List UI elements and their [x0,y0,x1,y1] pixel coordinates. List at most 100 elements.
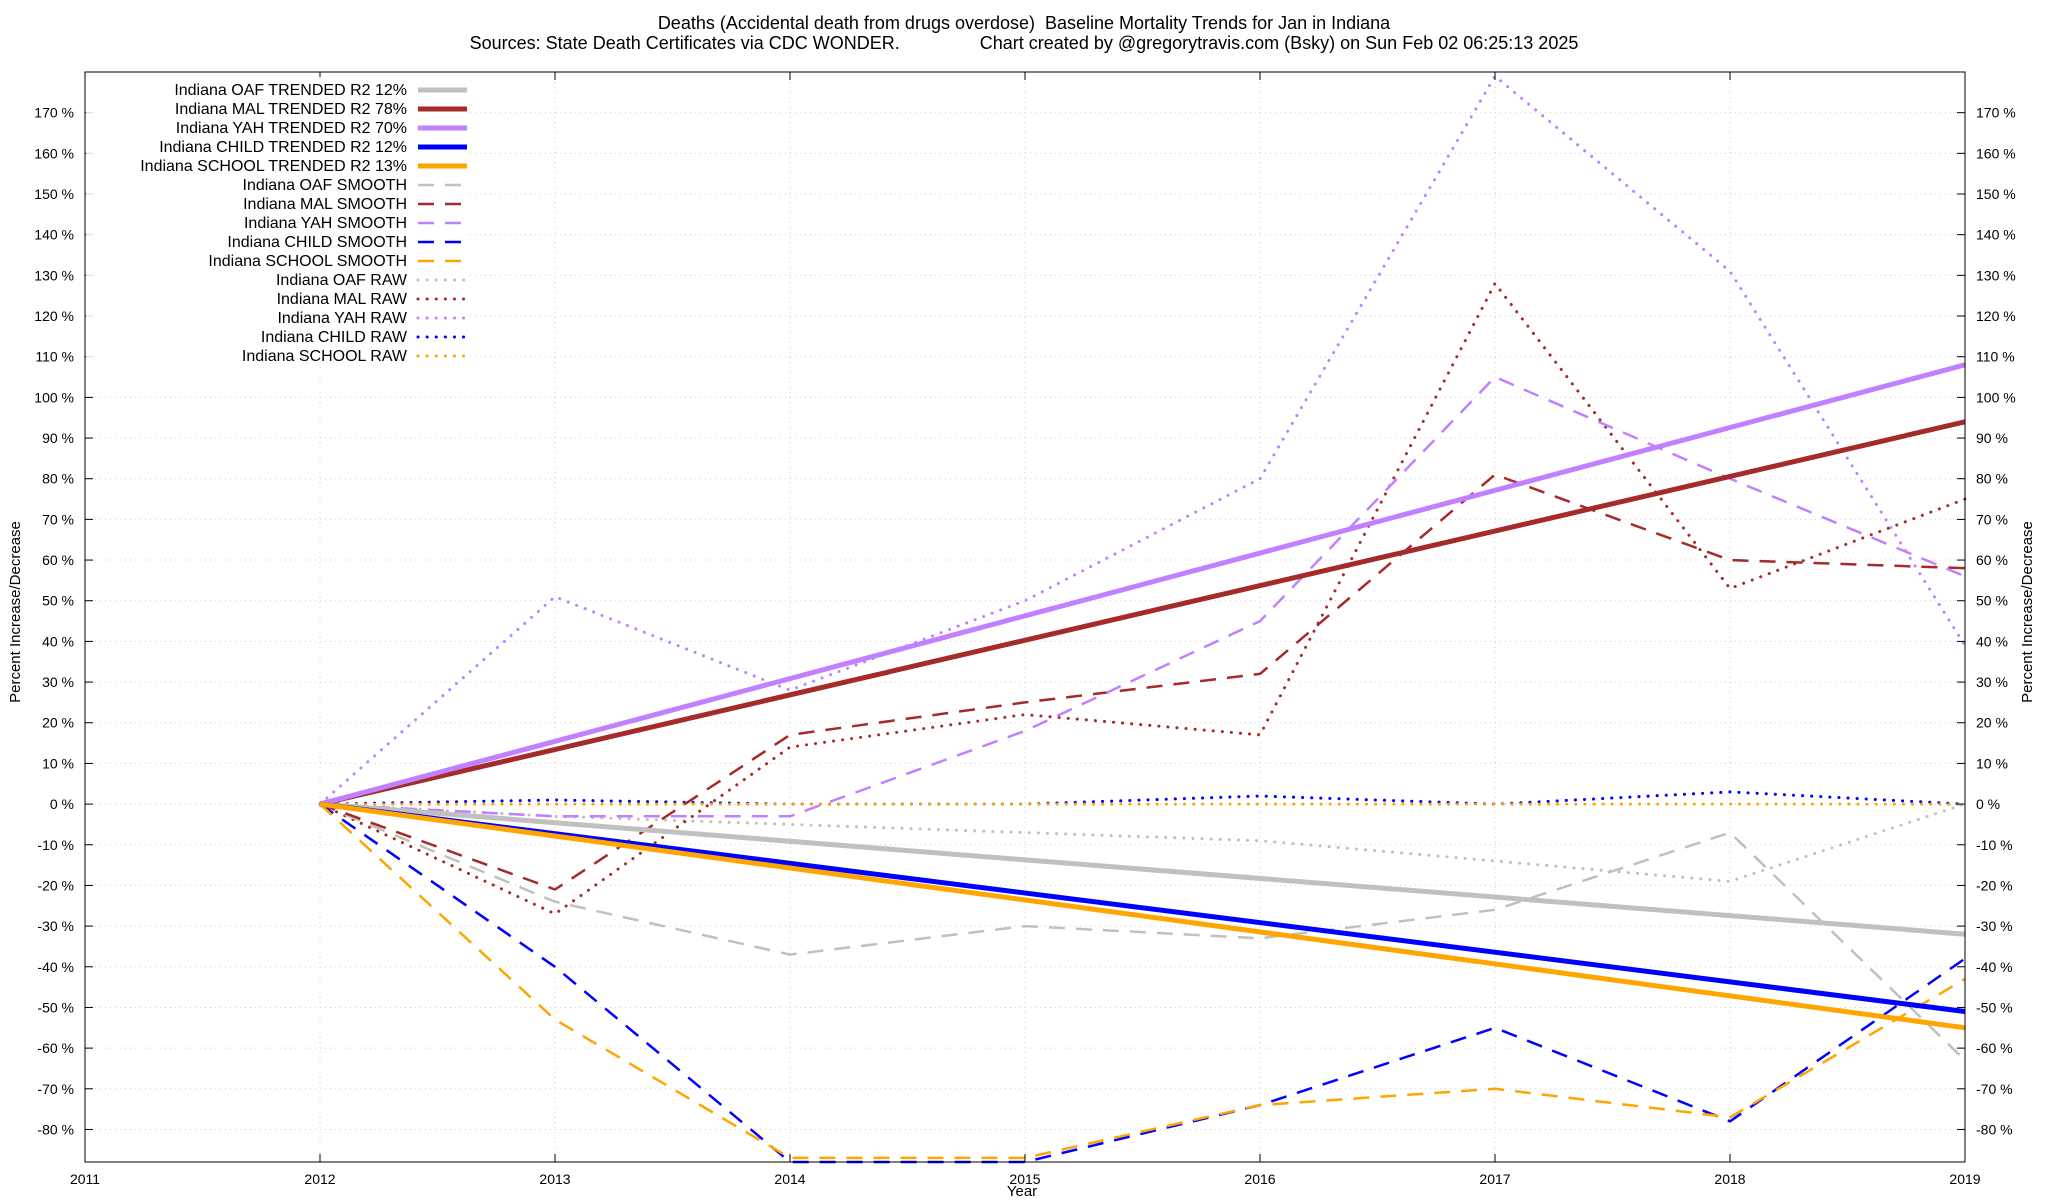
y2-axis-label: Percent Increase/Decrease [2019,521,2036,703]
legend-label: Indiana CHILD RAW [261,329,408,346]
chart-title: Deaths (Accidental death from drugs over… [657,13,1391,33]
y2-tick-label: 60 % [1976,552,2008,568]
series-line-indiana-school-smooth [319,803,1966,1160]
y2-tick-label: 40 % [1976,633,2008,649]
y-tick-label: 20 % [42,715,74,731]
y-tick-label: 110 % [35,349,74,365]
y-tick-label: 90 % [42,430,74,446]
y-tick-label: 10 % [42,755,74,771]
legend-label: Indiana OAF TRENDED R2 12% [174,82,407,99]
y2-tick-label: 30 % [1976,674,2008,690]
y2-tick-label: -60 % [1976,1040,2013,1056]
y-tick-label: -40 % [37,959,74,975]
series-line-indiana-yah-trended-r2-70 [319,362,1966,807]
x-tick-label: 2016 [1244,1171,1275,1187]
legend-label: Indiana YAH RAW [277,310,407,327]
legend-background [86,77,470,366]
y-tick-label: 50 % [42,593,74,609]
legend-label: Indiana CHILD SMOOTH [227,234,407,251]
legend-label: Indiana SCHOOL TRENDED R2 13% [140,158,407,175]
y-tick-label: 100 % [34,389,74,405]
y2-tick-label: -80 % [1976,1121,2013,1137]
series-line-indiana-child-trended-r2-12 [319,801,1966,1014]
y2-tick-label: 120 % [1976,308,2016,324]
x-tick-label: 2019 [1949,1171,1980,1187]
x-tick-label: 2012 [304,1171,335,1187]
series-line-indiana-child-raw [318,790,1967,806]
y-tick-label: 0 % [50,796,74,812]
series-line-indiana-school-trended-r2-13 [319,801,1966,1031]
y-tick-label: 70 % [42,511,74,527]
x-tick-label: 2013 [539,1171,570,1187]
series-line-indiana-child-smooth [319,803,1966,1164]
series-line-indiana-mal-trended-r2-78 [319,419,1966,807]
series-line-indiana-oaf-trended-r2-12 [319,801,1966,937]
y2-tick-label: -40 % [1976,959,2013,975]
y2-tick-label: 80 % [1976,471,2008,487]
plot-series [318,74,1967,1164]
y2-tick-label: 0 % [1976,796,2000,812]
y-tick-label: -30 % [37,918,74,934]
y2-tick-label: 150 % [1976,186,2016,202]
y2-tick-label: 70 % [1976,511,2008,527]
legend-label: Indiana SCHOOL RAW [242,348,408,365]
y-tick-label: -70 % [37,1081,74,1097]
y-tick-label: 30 % [42,674,74,690]
y-tick-label: -50 % [37,999,74,1015]
y-tick-label: 120 % [34,308,74,324]
y2-tick-label: 20 % [1976,715,2008,731]
x-axis-label: Year [1007,1183,1037,1200]
legend-label: Indiana SCHOOL SMOOTH [208,253,407,270]
y2-tick-label: -20 % [1976,877,2013,893]
y-axis-label: Percent Increase/Decrease [7,521,24,703]
series-line-indiana-oaf-smooth [319,802,1966,1062]
y2-tick-label: 160 % [1976,145,2016,161]
y-tick-label: 60 % [42,552,74,568]
series-line-indiana-oaf-raw [318,802,1967,883]
x-tick-label: 2017 [1479,1171,1510,1187]
x-tick-label: 2018 [1714,1171,1745,1187]
legend: Indiana OAF TRENDED R2 12% Indiana MAL TR… [86,77,470,366]
y2-tick-label: 10 % [1976,755,2008,771]
legend-label: Indiana YAH TRENDED R2 70% [176,120,407,137]
legend-label: Indiana MAL TRENDED R2 78% [175,101,407,118]
y2-tick-label: 130 % [1976,267,2016,283]
y2-tick-label: 90 % [1976,430,2008,446]
y-tick-label: 170 % [34,105,74,121]
y2-tick-label: -30 % [1976,918,2013,934]
y2-tick-label: 170 % [1976,105,2016,121]
series-line-indiana-mal-raw [318,282,1967,916]
y-tick-label: 150 % [34,186,74,202]
legend-label: Indiana MAL RAW [277,291,408,308]
y-tick-label: -10 % [37,837,74,853]
y-tick-label: 160 % [34,145,74,161]
y2-tick-label: 50 % [1976,593,2008,609]
y-tick-label: 40 % [42,633,74,649]
legend-label: Indiana OAF SMOOTH [243,177,408,194]
y-tick-label: 130 % [34,267,74,283]
y-tick-label: 140 % [34,227,74,243]
y-tick-label: 80 % [42,471,74,487]
legend-label: Indiana YAH SMOOTH [244,215,407,232]
chart-subtitle: Sources: State Death Certificates via CD… [469,33,1579,53]
x-tick-label: 2011 [70,1171,100,1187]
x-tick-label: 2015 [1009,1171,1040,1187]
y2-tick-label: -50 % [1976,999,2013,1015]
y2-tick-label: -70 % [1976,1081,2013,1097]
series-line-indiana-mal-smooth [319,473,1966,891]
x-tick-label: 2014 [774,1171,805,1187]
y2-tick-label: -10 % [1976,837,2013,853]
legend-label: Indiana OAF RAW [276,272,408,289]
axes: 170 % 170 % 160 % 160 % 150 % 150 % 140 % 140 %… [34,72,2016,1187]
y-tick-label: -60 % [37,1040,74,1056]
legend-label: Indiana MAL SMOOTH [243,196,407,213]
legend-label: Indiana CHILD TRENDED R2 12% [159,139,407,156]
series-line-indiana-yah-raw [318,74,1967,806]
y2-tick-label: 100 % [1976,389,2016,405]
y2-tick-label: 140 % [1976,227,2016,243]
y2-tick-label: 110 % [1976,349,2015,365]
y-tick-label: -80 % [37,1121,74,1137]
y-tick-label: -20 % [37,877,74,893]
series-line-indiana-yah-smooth [319,375,1966,818]
